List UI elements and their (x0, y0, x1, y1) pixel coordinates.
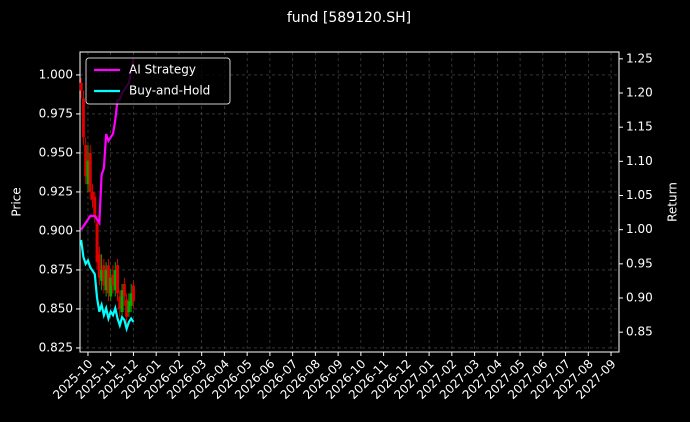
y-axis-label: Price (10, 187, 24, 216)
y-tick-label: 0.850 (39, 301, 73, 315)
candle-body (84, 145, 88, 177)
y-tick-label: 0.950 (39, 145, 73, 159)
y-tick-label: 0.875 (39, 262, 73, 276)
y2-tick-label: 0.85 (626, 325, 653, 339)
candle-body (120, 290, 124, 313)
y2-tick-label: 0.95 (626, 256, 653, 270)
y2-tick-label: 1.25 (626, 51, 653, 65)
chart-title: fund [589120.SH] (287, 10, 411, 26)
y-tick-label: 0.825 (39, 340, 73, 354)
legend-label: AI Strategy (129, 63, 196, 77)
candle-body (100, 269, 104, 281)
y-tick-label: 1.000 (39, 67, 73, 81)
candle-body (113, 269, 117, 291)
y2-tick-label: 1.00 (626, 222, 653, 236)
y2-tick-label: 1.20 (626, 86, 653, 100)
legend-label: Buy-and-Hold (129, 84, 210, 98)
candle-body (131, 285, 135, 302)
candle-body (86, 160, 90, 185)
candle-body (125, 299, 129, 317)
legend-box (85, 57, 231, 105)
y-tick-label: 0.900 (39, 223, 73, 237)
y-tick-label: 0.925 (39, 184, 73, 198)
candle-body (106, 265, 110, 294)
candle-body (97, 254, 101, 278)
y2-tick-label: 1.15 (626, 120, 653, 134)
candle-body (118, 296, 122, 309)
candle-body (116, 265, 120, 294)
candle-body (129, 293, 133, 306)
y2-tick-label: 1.10 (626, 154, 653, 168)
candle-body (122, 283, 126, 297)
candle-body (91, 191, 95, 200)
y2-tick-label: 0.90 (626, 291, 653, 305)
candle-body (111, 274, 115, 286)
candle-body (88, 152, 92, 192)
y2-tick-label: 1.05 (626, 188, 653, 202)
candle-body (127, 301, 131, 313)
candle-body (93, 196, 97, 216)
plot-frame (79, 51, 620, 353)
candle-body (109, 277, 113, 297)
candle-body (95, 223, 99, 263)
candle-body (81, 98, 85, 138)
y2-axis-label: Return (666, 182, 680, 222)
line-series (80, 239, 135, 333)
candle-body (104, 269, 108, 291)
y-tick-label: 0.975 (39, 106, 73, 120)
candle-body (79, 82, 83, 91)
candle-body (102, 265, 106, 286)
